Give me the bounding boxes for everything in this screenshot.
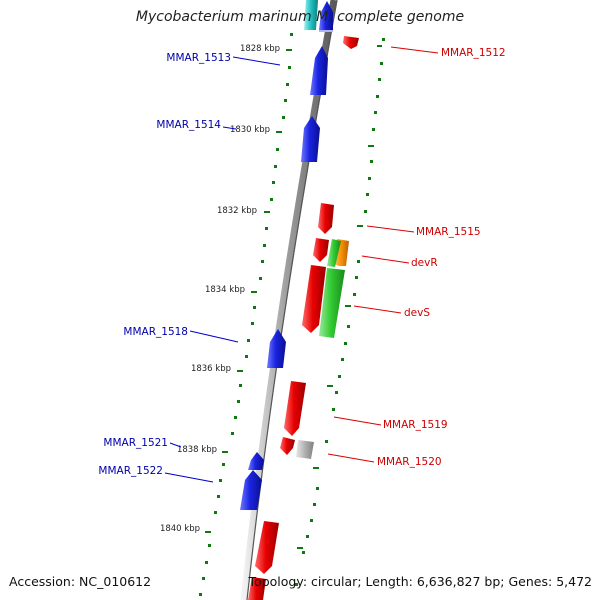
label-mmar-1513[interactable]: MMAR_1513 — [166, 52, 231, 64]
leader-mmar-1521 — [169, 442, 182, 448]
gene-red-bottom-b[interactable] — [248, 577, 266, 600]
inner-ring-ticks — [205, 49, 292, 533]
gene-devS[interactable] — [319, 268, 345, 338]
label-mmar-1515[interactable]: MMAR_1515 — [416, 226, 481, 238]
leader-mmar-1514 — [222, 126, 237, 130]
label-mmar-1514[interactable]: MMAR_1514 — [156, 119, 221, 131]
accession-info: Accession: NC_010612 — [9, 574, 151, 589]
length-label: Length: — [365, 574, 413, 589]
gene-mmar-1522[interactable] — [240, 470, 262, 510]
inner-ring-dots — [199, 33, 293, 596]
kbp-label-1828: 1828 kbp — [240, 44, 280, 54]
gene-blue-top[interactable] — [319, 1, 333, 32]
outer-ring-ticks — [297, 45, 382, 549]
map-title: Mycobacterium marinum M, complete genome — [135, 9, 465, 25]
genome-summary: Topology: circular; Length: 6,636,827 bp… — [248, 574, 592, 589]
accession-label: Accession: — [9, 574, 76, 589]
gene-red-small[interactable] — [280, 437, 295, 455]
label-mmar-1518[interactable]: MMAR_1518 — [123, 326, 188, 338]
leader-mmar-1515 — [366, 225, 415, 233]
gene-mmar-1515[interactable] — [318, 203, 334, 234]
label-mmar-1519[interactable]: MMAR_1519 — [383, 419, 448, 431]
gene-mmar-1512[interactable] — [343, 36, 359, 49]
leader-mmar-1520 — [327, 453, 375, 463]
leader-mmar-1513 — [232, 56, 281, 66]
accession-value: NC_010612 — [79, 574, 152, 589]
label-mmar-1512[interactable]: MMAR_1512 — [441, 47, 506, 59]
kbp-label-1832: 1832 kbp — [217, 206, 257, 216]
gene-devS-green-a[interactable] — [327, 239, 341, 267]
length-value: 6,636,827 bp — [416, 574, 501, 589]
label-mmar-1520[interactable]: MMAR_1520 — [377, 456, 442, 468]
genes-value: 5,472 — [556, 574, 592, 589]
kbp-label-1838: 1838 kbp — [177, 445, 217, 455]
genes-label: Genes: — [508, 574, 553, 589]
kbp-label-1830: 1830 kbp — [230, 125, 270, 135]
kbp-label-1834: 1834 kbp — [205, 285, 245, 295]
gene-red-bottom-a[interactable] — [255, 521, 279, 574]
gene-cyan-top[interactable] — [304, 0, 318, 30]
label-mmar-1522[interactable]: MMAR_1522 — [98, 465, 163, 477]
gene-mmar-1514[interactable] — [301, 116, 320, 162]
label-devR[interactable]: devR — [411, 257, 438, 269]
label-devS[interactable]: devS — [404, 307, 430, 319]
leader-mmar-1522 — [164, 472, 214, 483]
gene-mmar-1521[interactable] — [248, 452, 264, 470]
gene-mmar-1520[interactable] — [296, 440, 314, 459]
gene-mmar-1519[interactable] — [284, 381, 306, 436]
label-mmar-1521[interactable]: MMAR_1521 — [103, 437, 168, 449]
gene-red-1517[interactable] — [302, 265, 326, 333]
leader-mmar-1519 — [333, 416, 382, 426]
leader-mmar-1512 — [390, 46, 439, 54]
gene-mmar-1518[interactable] — [267, 329, 286, 368]
topology-label: Topology: — [248, 574, 308, 589]
kbp-label-1836: 1836 kbp — [191, 364, 231, 374]
gene-mmar-1513[interactable] — [310, 46, 328, 95]
leader-devR — [361, 255, 410, 264]
topology-value: circular — [311, 574, 358, 589]
outer-ring-dots — [295, 38, 385, 586]
kbp-label-1840: 1840 kbp — [160, 524, 200, 534]
leader-mmar-1518 — [189, 330, 239, 343]
leader-devS — [353, 305, 402, 314]
gene-red-1516[interactable] — [313, 238, 329, 262]
